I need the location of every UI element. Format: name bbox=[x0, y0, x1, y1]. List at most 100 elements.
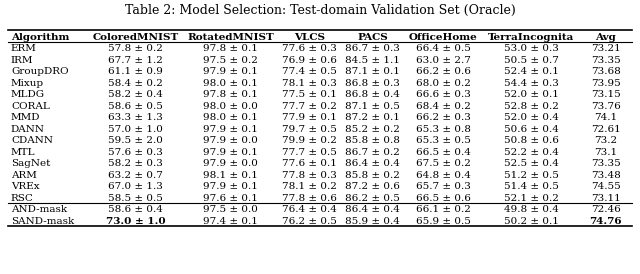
Text: 59.5 ± 2.0: 59.5 ± 2.0 bbox=[108, 136, 163, 145]
Text: 77.6 ± 0.1: 77.6 ± 0.1 bbox=[282, 159, 337, 168]
Text: 66.4 ± 0.5: 66.4 ± 0.5 bbox=[416, 44, 471, 53]
Text: 78.1 ± 0.2: 78.1 ± 0.2 bbox=[282, 182, 337, 191]
Text: 73.21: 73.21 bbox=[591, 44, 621, 53]
Text: 74.76: 74.76 bbox=[589, 217, 622, 226]
Text: 79.7 ± 0.5: 79.7 ± 0.5 bbox=[282, 125, 337, 134]
Text: 74.1: 74.1 bbox=[595, 113, 618, 122]
Text: IRM: IRM bbox=[11, 56, 33, 65]
Text: 65.7 ± 0.3: 65.7 ± 0.3 bbox=[416, 182, 471, 191]
Text: CORAL: CORAL bbox=[11, 102, 50, 111]
Text: 73.35: 73.35 bbox=[591, 159, 621, 168]
Text: 52.2 ± 0.4: 52.2 ± 0.4 bbox=[504, 148, 559, 157]
Text: 57.0 ± 1.0: 57.0 ± 1.0 bbox=[108, 125, 163, 134]
Text: 76.2 ± 0.5: 76.2 ± 0.5 bbox=[282, 217, 337, 226]
Text: 67.7 ± 1.2: 67.7 ± 1.2 bbox=[108, 56, 163, 65]
Text: 78.1 ± 0.3: 78.1 ± 0.3 bbox=[282, 79, 337, 88]
Text: 66.5 ± 0.6: 66.5 ± 0.6 bbox=[416, 194, 471, 203]
Text: PACS: PACS bbox=[357, 33, 388, 42]
Text: 73.35: 73.35 bbox=[591, 56, 621, 65]
Text: 61.1 ± 0.9: 61.1 ± 0.9 bbox=[108, 67, 163, 76]
Text: MMD: MMD bbox=[11, 113, 40, 122]
Text: 54.4 ± 0.3: 54.4 ± 0.3 bbox=[504, 79, 559, 88]
Text: 52.0 ± 0.4: 52.0 ± 0.4 bbox=[504, 113, 559, 122]
Text: 97.4 ± 0.1: 97.4 ± 0.1 bbox=[203, 217, 258, 226]
Text: 86.2 ± 0.5: 86.2 ± 0.5 bbox=[345, 194, 400, 203]
Text: 73.2: 73.2 bbox=[595, 136, 618, 145]
Text: 85.8 ± 0.2: 85.8 ± 0.2 bbox=[345, 171, 400, 180]
Text: 97.6 ± 0.1: 97.6 ± 0.1 bbox=[203, 194, 258, 203]
Text: MTL: MTL bbox=[11, 148, 35, 157]
Text: 73.68: 73.68 bbox=[591, 67, 621, 76]
Text: ColoredMNIST: ColoredMNIST bbox=[93, 33, 179, 42]
Text: 79.9 ± 0.2: 79.9 ± 0.2 bbox=[282, 136, 337, 145]
Text: DANN: DANN bbox=[11, 125, 45, 134]
Text: 73.48: 73.48 bbox=[591, 171, 621, 180]
Text: 98.0 ± 0.0: 98.0 ± 0.0 bbox=[203, 102, 258, 111]
Text: 73.15: 73.15 bbox=[591, 90, 621, 99]
Text: 76.4 ± 0.4: 76.4 ± 0.4 bbox=[282, 205, 337, 214]
Text: 73.76: 73.76 bbox=[591, 102, 621, 111]
Text: 63.0 ± 2.7: 63.0 ± 2.7 bbox=[416, 56, 471, 65]
Text: 85.2 ± 0.2: 85.2 ± 0.2 bbox=[345, 125, 400, 134]
Text: 74.55: 74.55 bbox=[591, 182, 621, 191]
Text: 87.2 ± 0.6: 87.2 ± 0.6 bbox=[345, 182, 400, 191]
Text: VREx: VREx bbox=[11, 182, 40, 191]
Text: 52.8 ± 0.2: 52.8 ± 0.2 bbox=[504, 102, 559, 111]
Text: 84.5 ± 1.1: 84.5 ± 1.1 bbox=[345, 56, 400, 65]
Text: 65.3 ± 0.5: 65.3 ± 0.5 bbox=[416, 136, 471, 145]
Text: 58.6 ± 0.5: 58.6 ± 0.5 bbox=[108, 102, 163, 111]
Text: 76.9 ± 0.6: 76.9 ± 0.6 bbox=[282, 56, 337, 65]
Text: 86.4 ± 0.4: 86.4 ± 0.4 bbox=[345, 205, 400, 214]
Text: 50.8 ± 0.6: 50.8 ± 0.6 bbox=[504, 136, 559, 145]
Text: 86.8 ± 0.3: 86.8 ± 0.3 bbox=[345, 79, 400, 88]
Text: 66.5 ± 0.4: 66.5 ± 0.4 bbox=[416, 148, 471, 157]
Text: Avg: Avg bbox=[596, 33, 616, 42]
Text: 66.1 ± 0.2: 66.1 ± 0.2 bbox=[416, 205, 471, 214]
Text: 52.4 ± 0.1: 52.4 ± 0.1 bbox=[504, 67, 559, 76]
Text: 66.2 ± 0.3: 66.2 ± 0.3 bbox=[416, 113, 471, 122]
Text: 86.8 ± 0.4: 86.8 ± 0.4 bbox=[345, 90, 400, 99]
Text: 73.95: 73.95 bbox=[591, 79, 621, 88]
Text: 77.8 ± 0.6: 77.8 ± 0.6 bbox=[282, 194, 337, 203]
Text: 73.0 ± 1.0: 73.0 ± 1.0 bbox=[106, 217, 166, 226]
Text: 77.7 ± 0.5: 77.7 ± 0.5 bbox=[282, 148, 337, 157]
Text: 65.3 ± 0.8: 65.3 ± 0.8 bbox=[416, 125, 471, 134]
Text: 77.7 ± 0.2: 77.7 ± 0.2 bbox=[282, 102, 337, 111]
Text: GroupDRO: GroupDRO bbox=[11, 67, 68, 76]
Text: 52.5 ± 0.4: 52.5 ± 0.4 bbox=[504, 159, 559, 168]
Text: ERM: ERM bbox=[11, 44, 37, 53]
Text: 97.5 ± 0.2: 97.5 ± 0.2 bbox=[203, 56, 258, 65]
Text: 77.9 ± 0.1: 77.9 ± 0.1 bbox=[282, 113, 337, 122]
Text: 77.8 ± 0.3: 77.8 ± 0.3 bbox=[282, 171, 337, 180]
Text: TerraIncognita: TerraIncognita bbox=[488, 33, 574, 42]
Text: SagNet: SagNet bbox=[11, 159, 51, 168]
Text: 52.0 ± 0.1: 52.0 ± 0.1 bbox=[504, 90, 559, 99]
Text: 86.4 ± 0.4: 86.4 ± 0.4 bbox=[345, 159, 400, 168]
Text: 97.9 ± 0.1: 97.9 ± 0.1 bbox=[203, 148, 258, 157]
Text: 85.9 ± 0.4: 85.9 ± 0.4 bbox=[345, 217, 400, 226]
Text: VLCS: VLCS bbox=[294, 33, 325, 42]
Text: MLDG: MLDG bbox=[11, 90, 45, 99]
Text: 73.11: 73.11 bbox=[591, 194, 621, 203]
Text: 64.8 ± 0.4: 64.8 ± 0.4 bbox=[416, 171, 471, 180]
Text: 97.8 ± 0.1: 97.8 ± 0.1 bbox=[203, 44, 258, 53]
Text: 63.2 ± 0.7: 63.2 ± 0.7 bbox=[108, 171, 163, 180]
Text: 97.5 ± 0.0: 97.5 ± 0.0 bbox=[203, 205, 258, 214]
Text: 86.7 ± 0.3: 86.7 ± 0.3 bbox=[345, 44, 400, 53]
Text: 66.6 ± 0.3: 66.6 ± 0.3 bbox=[416, 90, 471, 99]
Text: 49.8 ± 0.4: 49.8 ± 0.4 bbox=[504, 205, 559, 214]
Text: 98.0 ± 0.1: 98.0 ± 0.1 bbox=[203, 113, 258, 122]
Text: 58.4 ± 0.2: 58.4 ± 0.2 bbox=[108, 79, 163, 88]
Text: SAND-mask: SAND-mask bbox=[11, 217, 74, 226]
Text: 97.9 ± 0.0: 97.9 ± 0.0 bbox=[203, 136, 258, 145]
Text: 87.1 ± 0.1: 87.1 ± 0.1 bbox=[345, 67, 400, 76]
Text: 58.5 ± 0.5: 58.5 ± 0.5 bbox=[108, 194, 163, 203]
Text: 86.7 ± 0.2: 86.7 ± 0.2 bbox=[345, 148, 400, 157]
Text: 87.2 ± 0.1: 87.2 ± 0.1 bbox=[345, 113, 400, 122]
Text: 51.4 ± 0.5: 51.4 ± 0.5 bbox=[504, 182, 559, 191]
Text: 73.1: 73.1 bbox=[595, 148, 618, 157]
Text: 97.9 ± 0.0: 97.9 ± 0.0 bbox=[203, 159, 258, 168]
Text: 63.3 ± 1.3: 63.3 ± 1.3 bbox=[108, 113, 163, 122]
Text: CDANN: CDANN bbox=[11, 136, 53, 145]
Text: 50.6 ± 0.4: 50.6 ± 0.4 bbox=[504, 125, 559, 134]
